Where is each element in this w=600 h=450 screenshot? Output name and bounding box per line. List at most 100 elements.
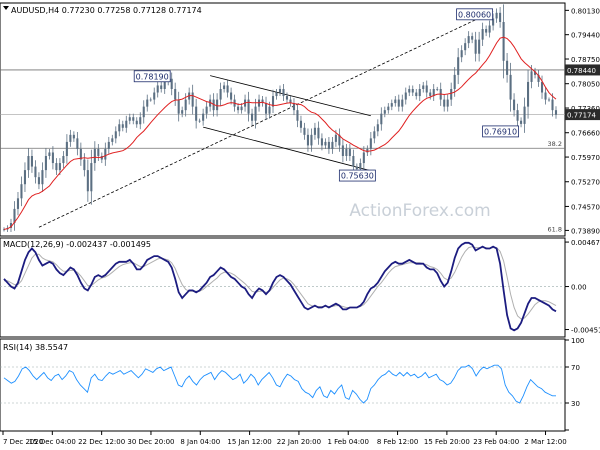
price-y-tick-label: 0.77360: [571, 105, 600, 113]
candle-body: [264, 103, 268, 114]
price-annotation-box: [456, 8, 494, 21]
x-tick-label: 7 Dec 2020: [3, 438, 43, 446]
macd-panel-frame: [0, 237, 566, 338]
rsi-header: RSI(14) 38.5547: [3, 343, 68, 352]
candle-body: [527, 81, 530, 107]
candle-body: [37, 177, 40, 185]
candle-body: [72, 134, 75, 139]
candle-body: [27, 156, 30, 171]
macd-y-tick-label: -0.004519: [571, 327, 600, 335]
candle-body: [408, 88, 411, 93]
candle-body: [453, 74, 456, 89]
candle-body: [278, 88, 282, 93]
price-y-tick-label: 0.74570: [571, 203, 600, 211]
resistance-price-label: 0.78440: [567, 67, 596, 75]
price-y-axis: 0.80130 0.79440 0.78750 0.78050 0.77360 0.766…: [565, 7, 600, 235]
candle-body: [216, 99, 219, 111]
candle-body: [132, 117, 135, 121]
candle-body: [324, 141, 327, 146]
candle-body: [275, 92, 278, 97]
rsi-y-tick-label: 70: [571, 364, 580, 372]
candle-body: [523, 106, 526, 124]
price-series: [2, 4, 558, 233]
candle-body: [142, 106, 145, 118]
candle-body: [30, 156, 33, 167]
candle-body: [355, 166, 358, 170]
candle-body: [397, 99, 400, 107]
candle-body: [533, 71, 537, 75]
price-annotation-box: [482, 125, 519, 138]
last-price-label-box: [565, 109, 600, 121]
candle-body: [226, 85, 229, 93]
x-tick-label: 15 Feb 20:00: [424, 438, 470, 446]
price-y-tick-label: 0.75270: [571, 179, 600, 187]
candle-body: [2, 229, 6, 231]
fib-level-label: 61.8: [548, 226, 562, 234]
candle-body: [376, 124, 379, 132]
candle-body: [128, 117, 131, 121]
candle-body: [93, 148, 96, 164]
candle-body: [121, 124, 124, 128]
candle-body: [23, 170, 27, 185]
macd-y-tick-label: 0.00: [571, 284, 587, 292]
candle-body: [219, 88, 222, 100]
candle-body: [271, 96, 275, 107]
candle-body: [48, 152, 51, 157]
candle-body: [65, 141, 68, 157]
candle-body: [79, 148, 82, 160]
rsi-y-tick-label: 100: [571, 337, 584, 345]
macd-series: [3, 241, 557, 332]
price-y-tick-label: 0.73890: [571, 227, 600, 235]
candle-body: [139, 117, 142, 125]
candle-body: [404, 92, 407, 100]
candle-body: [327, 141, 330, 149]
candle-body: [16, 198, 20, 209]
candle-body: [345, 148, 348, 157]
candle-body: [191, 92, 194, 107]
candle-body: [209, 99, 212, 107]
candle-body: [551, 99, 554, 111]
candle-body: [425, 85, 428, 93]
candle-body: [415, 92, 418, 97]
candle-body: [114, 131, 117, 139]
candle-body: [13, 208, 16, 224]
candle-body: [464, 43, 467, 51]
candle-body: [338, 134, 341, 146]
candle-body: [387, 106, 390, 111]
candle-body: [544, 92, 547, 100]
rsi-line: [3, 364, 556, 404]
candle-body: [443, 99, 446, 107]
candle-body: [499, 12, 502, 22]
candle-body: [153, 92, 156, 100]
candle-body: [331, 141, 334, 149]
last-price-label: 0.77174: [567, 112, 596, 120]
candle-body: [177, 99, 180, 114]
candle-body: [20, 184, 23, 199]
candle-body: [537, 74, 540, 82]
candle-body: [170, 78, 173, 89]
macd-signal-line: [4, 246, 557, 320]
x-tick-label: 2 Mar 12:00: [524, 438, 566, 446]
x-tick-label: 15 Dec 04:00: [29, 438, 76, 446]
candle-body: [223, 85, 226, 89]
candle-body: [83, 159, 86, 171]
price-annotation-label: 0.80060: [458, 10, 491, 19]
candle-body: [111, 138, 114, 142]
candle-body: [306, 134, 309, 146]
price-y-tick-label: 0.76660: [571, 130, 600, 138]
candle-body: [460, 50, 463, 58]
candle-body: [348, 148, 351, 157]
macd-main-line: [3, 241, 557, 332]
candle-body: [390, 103, 393, 107]
x-tick-label: 8 Feb 12:00: [377, 438, 418, 446]
candle-body: [411, 88, 414, 93]
candle-body: [457, 57, 460, 75]
candle-body: [509, 74, 512, 100]
candle-body: [313, 127, 316, 135]
candle-body: [149, 99, 152, 101]
candle-body: [285, 96, 289, 100]
candle-body: [254, 106, 257, 121]
candle-body: [418, 88, 421, 97]
candle-body: [540, 81, 544, 93]
